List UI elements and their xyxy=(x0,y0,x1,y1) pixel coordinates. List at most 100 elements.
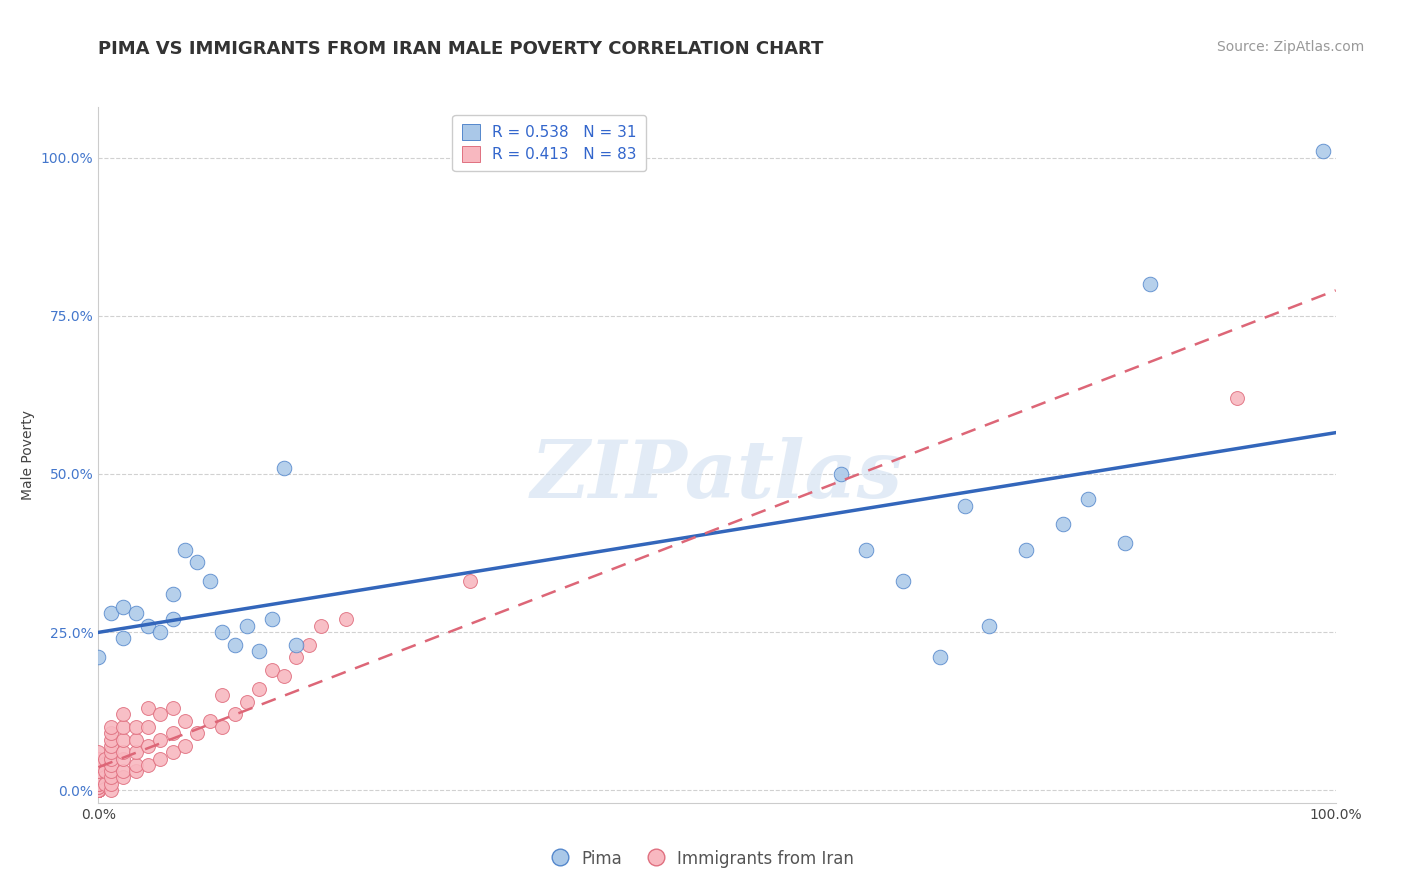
Point xyxy=(236,695,259,709)
Point xyxy=(285,650,308,665)
Point xyxy=(1015,542,1038,557)
Point xyxy=(136,720,159,734)
Point xyxy=(87,757,110,772)
Point xyxy=(112,720,135,734)
Point xyxy=(100,777,122,791)
Point xyxy=(149,707,172,722)
Point xyxy=(87,783,110,797)
Point xyxy=(260,663,283,677)
Point xyxy=(1077,492,1099,507)
Point xyxy=(124,757,146,772)
Point xyxy=(87,783,110,797)
Point xyxy=(87,783,110,797)
Point xyxy=(953,499,976,513)
Point xyxy=(1052,517,1074,532)
Legend: Pima, Immigrants from Iran: Pima, Immigrants from Iran xyxy=(546,844,860,875)
Point xyxy=(124,606,146,620)
Point xyxy=(149,732,172,747)
Point xyxy=(124,732,146,747)
Point xyxy=(309,618,332,632)
Point xyxy=(93,764,115,779)
Y-axis label: Male Poverty: Male Poverty xyxy=(21,410,35,500)
Point xyxy=(224,707,246,722)
Point xyxy=(87,783,110,797)
Point xyxy=(87,777,110,791)
Point xyxy=(112,771,135,785)
Point xyxy=(458,574,481,589)
Point xyxy=(87,771,110,785)
Point xyxy=(100,739,122,753)
Point xyxy=(93,751,115,765)
Point xyxy=(136,701,159,715)
Point xyxy=(198,714,221,728)
Point xyxy=(211,720,233,734)
Point xyxy=(87,783,110,797)
Point xyxy=(100,751,122,765)
Point xyxy=(112,764,135,779)
Point xyxy=(87,783,110,797)
Point xyxy=(93,777,115,791)
Point xyxy=(100,757,122,772)
Point xyxy=(830,467,852,481)
Point xyxy=(174,739,197,753)
Point xyxy=(1312,145,1334,159)
Point xyxy=(87,764,110,779)
Point xyxy=(100,606,122,620)
Point xyxy=(162,612,184,626)
Point xyxy=(335,612,357,626)
Point xyxy=(247,644,270,658)
Point xyxy=(236,618,259,632)
Point xyxy=(124,745,146,759)
Point xyxy=(87,764,110,779)
Point xyxy=(112,599,135,614)
Point xyxy=(174,542,197,557)
Point xyxy=(87,780,110,794)
Point xyxy=(273,460,295,475)
Point xyxy=(1114,536,1136,550)
Point xyxy=(298,638,321,652)
Point xyxy=(928,650,950,665)
Point xyxy=(87,783,110,797)
Point xyxy=(112,751,135,765)
Point xyxy=(87,757,110,772)
Point xyxy=(87,751,110,765)
Point xyxy=(186,556,208,570)
Point xyxy=(87,783,110,797)
Point xyxy=(112,732,135,747)
Point xyxy=(136,757,159,772)
Point xyxy=(87,777,110,791)
Point xyxy=(211,688,233,702)
Point xyxy=(100,764,122,779)
Point xyxy=(112,745,135,759)
Point xyxy=(1139,277,1161,292)
Point xyxy=(136,618,159,632)
Point xyxy=(186,726,208,740)
Point xyxy=(87,783,110,797)
Point xyxy=(87,783,110,797)
Point xyxy=(112,632,135,646)
Point xyxy=(112,707,135,722)
Point xyxy=(87,783,110,797)
Point xyxy=(100,783,122,797)
Point xyxy=(247,681,270,696)
Point xyxy=(87,771,110,785)
Point xyxy=(87,783,110,797)
Legend: R = 0.538   N = 31, R = 0.413   N = 83: R = 0.538 N = 31, R = 0.413 N = 83 xyxy=(453,115,645,171)
Point xyxy=(162,726,184,740)
Point xyxy=(87,783,110,797)
Point xyxy=(162,701,184,715)
Point xyxy=(979,618,1001,632)
Text: PIMA VS IMMIGRANTS FROM IRAN MALE POVERTY CORRELATION CHART: PIMA VS IMMIGRANTS FROM IRAN MALE POVERT… xyxy=(98,40,824,58)
Point xyxy=(87,777,110,791)
Point xyxy=(1226,391,1249,405)
Point xyxy=(100,732,122,747)
Point xyxy=(162,587,184,601)
Point xyxy=(149,625,172,640)
Point xyxy=(174,714,197,728)
Text: ZIPatlas: ZIPatlas xyxy=(531,437,903,515)
Point xyxy=(285,638,308,652)
Point xyxy=(87,783,110,797)
Text: Source: ZipAtlas.com: Source: ZipAtlas.com xyxy=(1216,40,1364,54)
Point xyxy=(87,745,110,759)
Point xyxy=(260,612,283,626)
